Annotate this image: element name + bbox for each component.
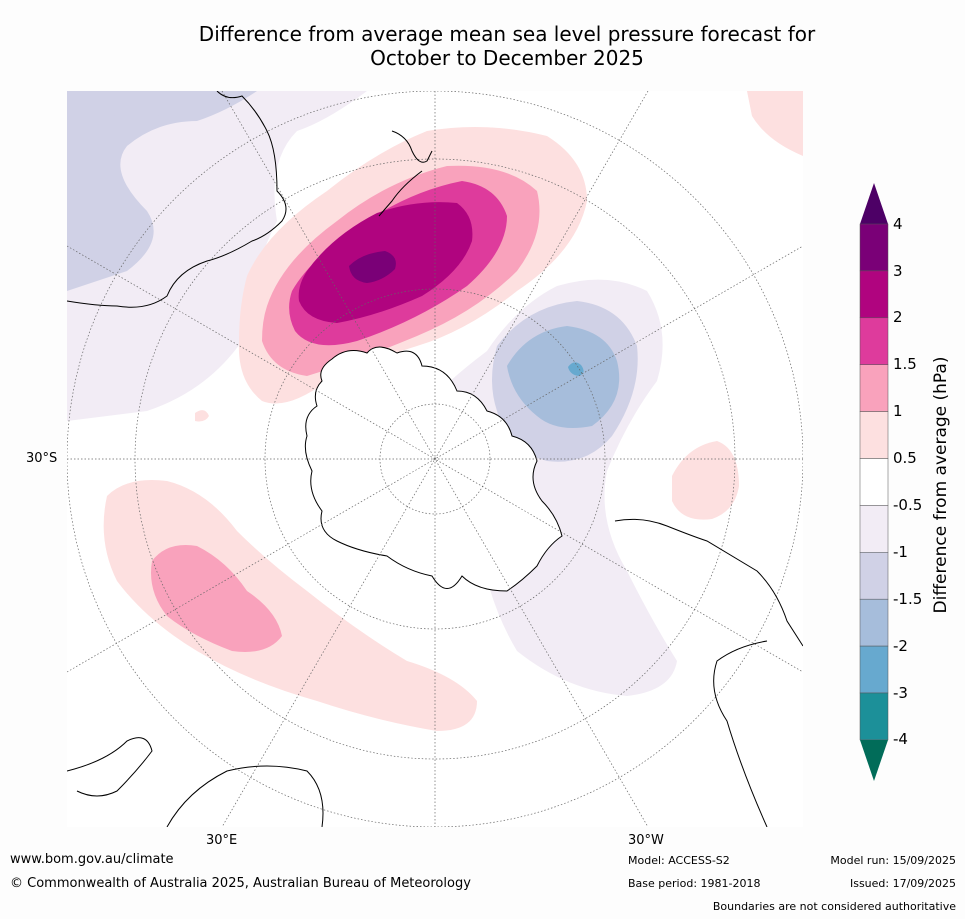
colorbar-segment--2_to_-1.5 bbox=[859, 598, 889, 647]
new-zealand-coastline bbox=[378, 130, 433, 217]
australia-coastline bbox=[67, 91, 287, 308]
colorbar-tick-0.5: 0.5 bbox=[893, 449, 917, 467]
anomaly-region-neg-0.5-left bbox=[67, 91, 367, 421]
footer-disclaimer: Boundaries are not considered authoritat… bbox=[712, 900, 956, 913]
graticule bbox=[67, 91, 803, 827]
south-america-coastline bbox=[614, 518, 803, 827]
colorbar bbox=[859, 183, 889, 781]
colorbar-extend-bottom bbox=[860, 740, 888, 781]
anomaly-region-pos-3-nz bbox=[349, 251, 396, 283]
footer-copyright: © Commonwealth of Australia 2025, Austra… bbox=[10, 876, 471, 891]
colorbar-segment--3_to_-2 bbox=[859, 645, 889, 694]
label-lat-30s: 30°S bbox=[26, 451, 58, 466]
anomaly-region-neg-0.5-topleft bbox=[87, 91, 178, 118]
colorbar-title: Difference from average (hPa) bbox=[931, 356, 951, 614]
colorbar-tick-neg-1.5: -1.5 bbox=[893, 590, 923, 608]
colorbar-tick-2: 2 bbox=[893, 308, 903, 326]
footer-issued: Issued: 17/09/2025 bbox=[849, 877, 956, 890]
anomaly-region-pos-0.5-small bbox=[195, 410, 209, 422]
colorbar-segment-1_to_1.5 bbox=[859, 364, 889, 412]
colorbar-segment-0.5_to_1 bbox=[859, 411, 889, 459]
anomaly-region-neg-1.5-center bbox=[507, 326, 620, 429]
colorbar-segment-2_to_3 bbox=[859, 270, 889, 319]
anomaly-region-pos-0.5-topright bbox=[747, 91, 803, 156]
colorbar-tick-1.5: 1.5 bbox=[893, 355, 917, 373]
colorbar-tick-neg-3: -3 bbox=[893, 684, 908, 702]
colorbar-segments bbox=[859, 223, 889, 741]
title-line-1: Difference from average mean sea level p… bbox=[198, 22, 816, 46]
colorbar-segment-1.5_to_2 bbox=[859, 317, 889, 365]
label-lon-30e: 30°E bbox=[206, 833, 238, 848]
anomaly-region-pos-0.5-indian bbox=[103, 480, 478, 731]
colorbar-segment--1.5_to_-1 bbox=[859, 552, 889, 600]
colorbar-tick-4: 4 bbox=[893, 215, 903, 233]
colorbar-segment--4_to_-3 bbox=[859, 692, 889, 741]
anomaly-region-pos-1-indian bbox=[151, 545, 282, 652]
colorbar-segment-3_to_4 bbox=[859, 223, 889, 272]
footer-model-run: Model run: 15/09/2025 bbox=[830, 854, 956, 867]
antarctica-coastline bbox=[304, 346, 563, 592]
label-lon-30w: 30°W bbox=[628, 833, 664, 848]
colorbar-tick-neg-4: -4 bbox=[893, 730, 908, 748]
anomaly-region-neg-2-center bbox=[568, 362, 584, 376]
colorbar-segment-neutral bbox=[859, 458, 889, 506]
colorbar-tick-3: 3 bbox=[893, 262, 903, 280]
footer-base-period: Base period: 1981-2018 bbox=[628, 877, 761, 890]
anomaly-region-pos-0.5-atlantic bbox=[672, 441, 739, 520]
colorbar-tick-1: 1 bbox=[893, 402, 903, 420]
pressure-anomaly-map bbox=[67, 91, 803, 827]
anomaly-region-neg-1-left bbox=[67, 91, 257, 291]
footer-model: Model: ACCESS-S2 bbox=[628, 854, 730, 867]
footer-url: www.bom.gov.au/climate bbox=[10, 852, 174, 867]
colorbar-tick-neg-0.5: -0.5 bbox=[893, 496, 923, 514]
colorbar-tick-neg-1: -1 bbox=[893, 543, 908, 561]
colorbar-extend-top bbox=[860, 183, 888, 224]
colorbar-tick-neg-2: -2 bbox=[893, 637, 908, 655]
africa-coastline bbox=[67, 737, 324, 827]
colorbar-segment--1_to_-0.5 bbox=[859, 505, 889, 553]
title-line-2: October to December 2025 bbox=[370, 46, 644, 70]
